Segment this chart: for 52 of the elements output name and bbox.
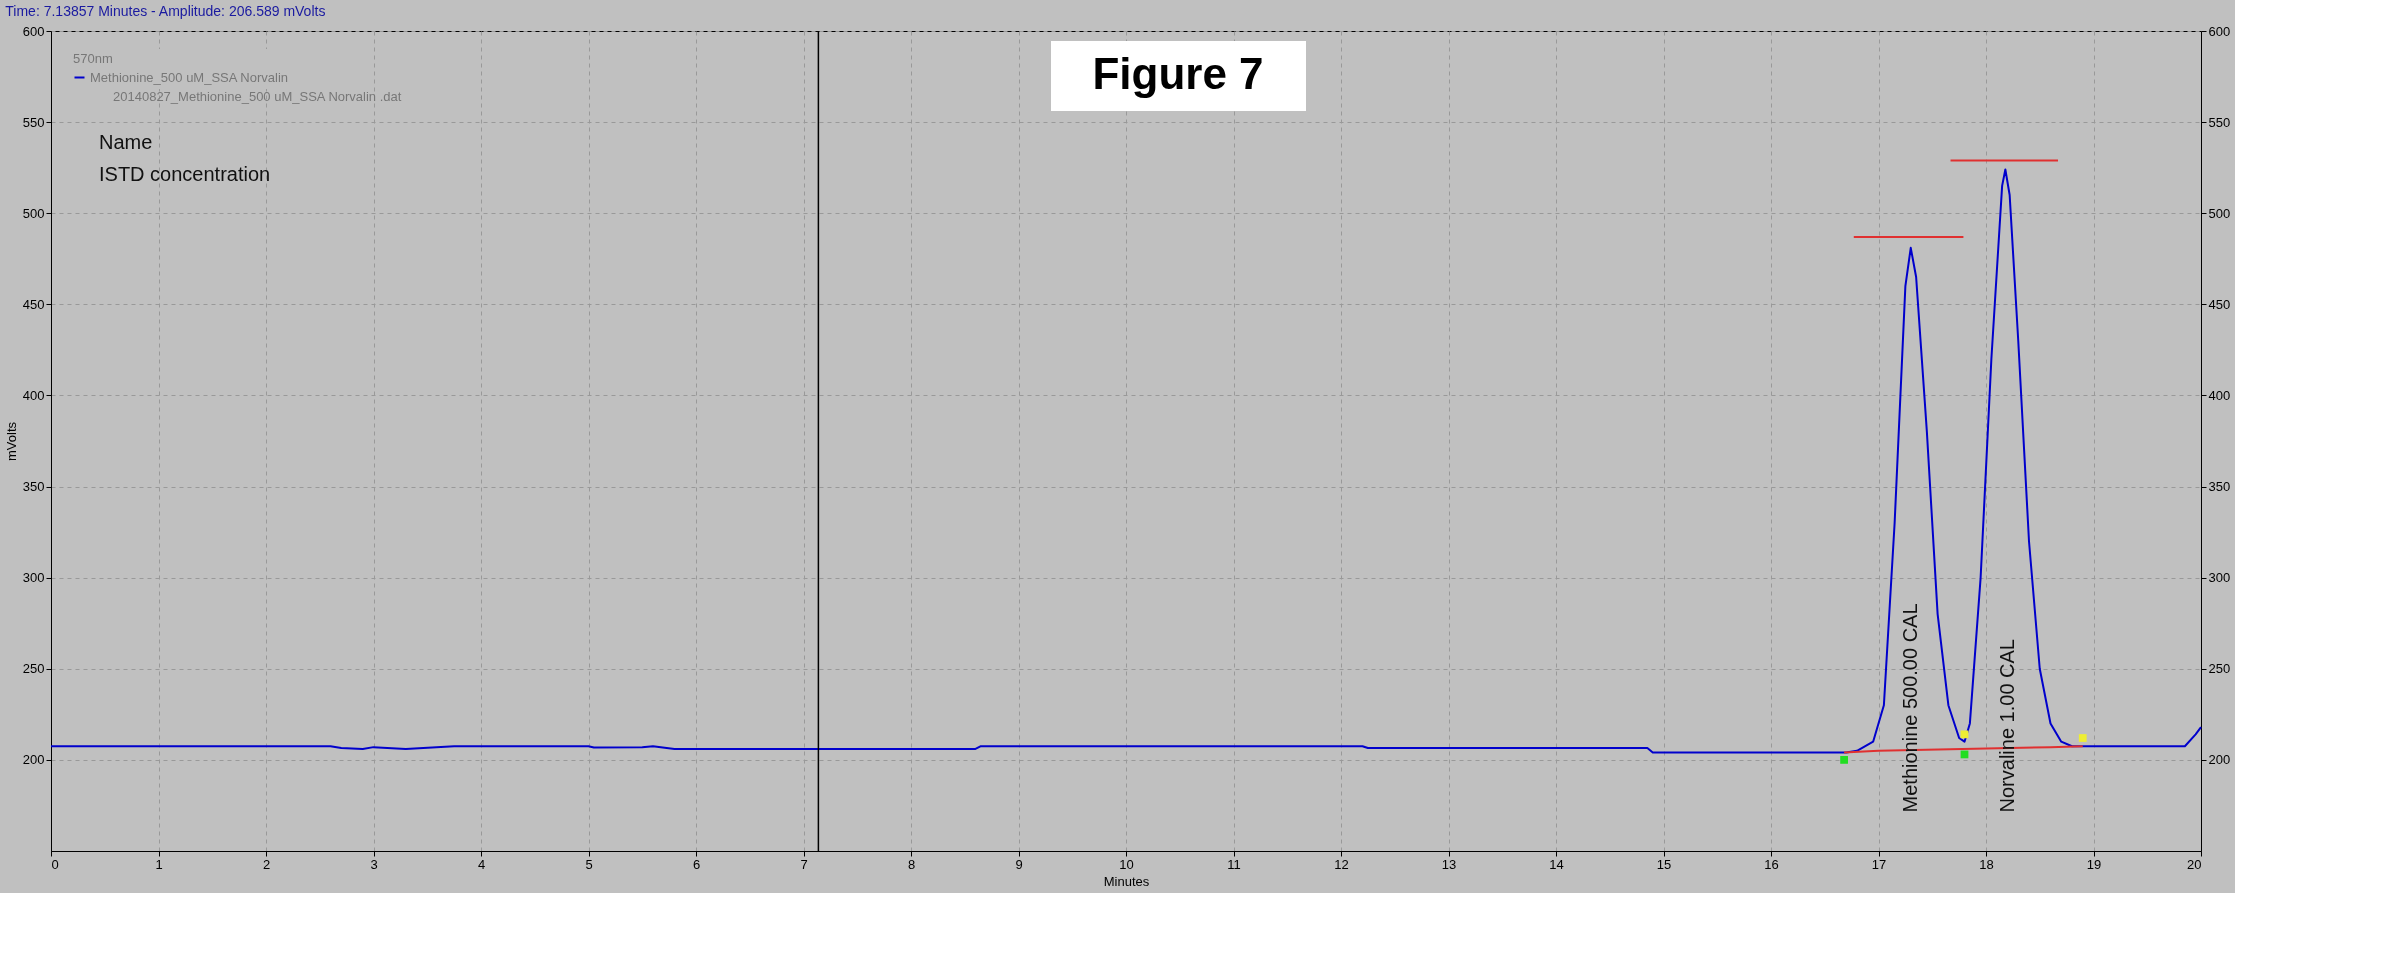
y2-tick-label: 200 [2208, 752, 2231, 768]
annotation: Methionine 500.00 CAL [1898, 603, 1921, 813]
x-tick-label: 15 [1656, 856, 1672, 872]
legend-label: Methionine_500 uM_SSA Norvalin [90, 69, 289, 85]
annotation: Norvaline 1.00 CAL [1995, 639, 2018, 813]
y2-tick-label: 550 [2208, 114, 2231, 130]
x-tick-label: 2 [262, 856, 271, 872]
x-tick-label: 10 [1119, 856, 1134, 872]
y-tick-label: 300 [22, 570, 45, 586]
y-tick-label: 500 [22, 205, 45, 221]
point [1840, 756, 1848, 764]
x-tick-label: 0 [51, 856, 59, 872]
y2-tick-label: 450 [2208, 296, 2231, 312]
x-tick-label: 17 [1871, 856, 1887, 872]
y-tick-label: 450 [22, 296, 45, 312]
y2-tick-label: 300 [2208, 570, 2231, 586]
x-tick-label: 20 [2187, 856, 2202, 872]
x-tick-label: 7 [800, 856, 808, 872]
x-tick-label: 14 [1549, 856, 1564, 872]
annotation: Figure 7 [1092, 49, 1264, 98]
y2-tick-label: 350 [2208, 479, 2231, 495]
point [2078, 734, 2087, 742]
y-tick-label: 550 [22, 114, 45, 130]
x-tick-label: 18 [1979, 856, 1994, 872]
y-axis-title: mVolts [3, 421, 19, 462]
x-axis-title: Minutes [1103, 873, 1150, 889]
x-tick-label: 12 [1334, 856, 1349, 872]
y-tick-label: 400 [22, 387, 45, 403]
x-tick-label: 11 [1227, 856, 1241, 872]
y2-tick-label: 400 [2208, 387, 2231, 403]
y-tick-label: 600 [22, 23, 45, 39]
x-tick-label: 13 [1441, 856, 1457, 872]
annotation: 20140827_Methionine_500 uM_SSA Norvalin .dat [113, 89, 402, 104]
x-tick-label: 16 [1764, 856, 1779, 872]
y-tick-label: 350 [22, 479, 45, 495]
x-tick-label: 19 [2086, 856, 2102, 872]
y-tick-label: 250 [22, 661, 45, 677]
x-tick-label: 5 [585, 856, 593, 872]
x-tick-label: 9 [1015, 856, 1023, 872]
x-tick-label: 3 [370, 856, 378, 872]
y2-tick-label: 500 [2208, 205, 2231, 221]
x-tick-label: 8 [907, 856, 916, 872]
x-tick-label: 4 [477, 856, 486, 872]
legend-title: 570nm [73, 51, 113, 66]
y2-tick-label: 250 [2208, 661, 2231, 677]
x-tick-label: 1 [155, 856, 163, 872]
annotation: ISTD concentration [99, 163, 271, 185]
y-tick-label: 200 [22, 752, 45, 768]
y2-tick-label: 600 [2208, 23, 2231, 39]
x-tick-label: 6 [692, 856, 701, 872]
annotation: Name [99, 131, 153, 153]
chart-title: Time: 7.13857 Minutes - Amplitude: 206.589 mVolts [5, 3, 326, 19]
